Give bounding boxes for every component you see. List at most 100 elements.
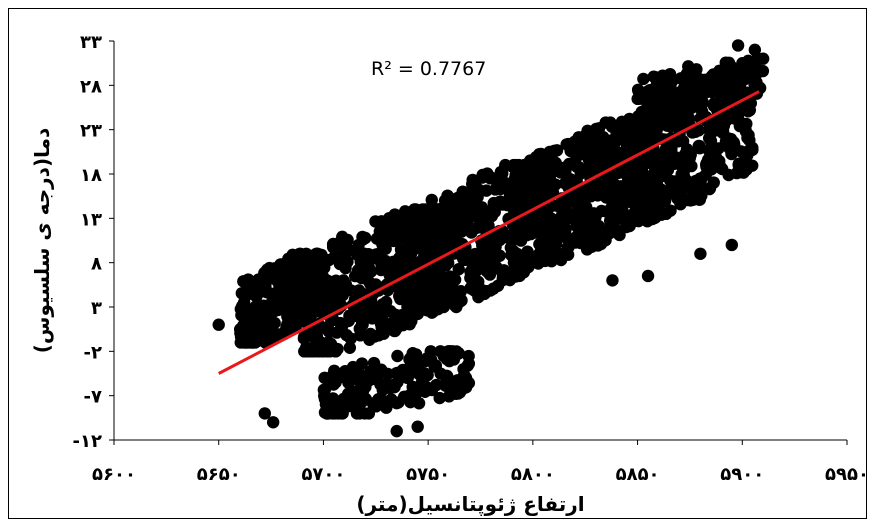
data-point <box>724 132 738 146</box>
data-point <box>694 247 707 260</box>
data-point <box>412 397 426 410</box>
data-point <box>437 294 450 308</box>
y-tick-label: ۱۳ <box>80 209 102 230</box>
data-point <box>739 125 753 138</box>
data-point <box>322 325 336 338</box>
data-point <box>462 357 476 370</box>
y-tick-label: -۲ <box>84 342 102 363</box>
data-point <box>346 360 360 374</box>
data-point <box>680 67 693 81</box>
data-point <box>239 289 253 303</box>
data-point <box>555 248 568 261</box>
x-axis-label: ارتفاع ژئوپتانسیل(متر) <box>356 492 584 517</box>
data-point <box>416 377 429 391</box>
data-point <box>282 282 296 296</box>
axes <box>113 41 847 441</box>
data-point <box>459 193 472 207</box>
x-tick-label: ۵۹۵۰ <box>825 464 865 485</box>
data-point <box>521 192 534 205</box>
data-point <box>270 298 284 312</box>
data-point <box>298 345 311 358</box>
data-point <box>474 215 487 228</box>
data-point <box>352 284 366 297</box>
data-point <box>432 203 446 216</box>
y-tick-label: ۱۸ <box>80 165 102 186</box>
data-point <box>613 228 626 242</box>
data-point <box>637 72 650 86</box>
data-point <box>464 282 478 295</box>
data-point <box>375 321 388 334</box>
data-point <box>308 341 321 354</box>
data-point <box>452 286 465 299</box>
data-point <box>574 216 587 229</box>
data-point <box>493 249 506 262</box>
data-point <box>607 218 620 231</box>
data-point <box>752 63 766 77</box>
data-point <box>445 229 459 242</box>
data-point <box>685 159 698 173</box>
data-point <box>461 219 474 232</box>
data-point <box>283 305 297 319</box>
data-point <box>574 236 587 250</box>
scatter-chart: -۱۲ -۷ -۲ ۳ ۸ ۱۳ ۱۸ ۲۳ ۲۸ ۳۳ ۵۶۰۰ ۵۶۵۰ ۵۷۰۰ ۵۷۵۰ ۵۸۰۰… <box>30 32 869 517</box>
data-point <box>447 353 461 366</box>
data-point <box>318 406 332 419</box>
data-point <box>705 85 718 99</box>
trendline <box>218 90 760 375</box>
data-point <box>411 420 424 433</box>
data-point <box>447 219 461 233</box>
data-point <box>600 191 613 204</box>
data-point <box>301 309 314 323</box>
data-point <box>475 201 488 214</box>
data-point <box>343 341 357 354</box>
data-point <box>666 153 679 166</box>
data-point <box>681 94 695 107</box>
data-point <box>424 248 437 261</box>
data-point <box>326 392 340 405</box>
data-point <box>686 82 700 95</box>
data-point <box>625 168 638 182</box>
data-point <box>570 160 584 174</box>
data-point <box>674 117 687 130</box>
data-point <box>541 215 554 229</box>
data-point <box>259 278 272 291</box>
data-point <box>432 275 446 288</box>
data-point <box>612 166 625 180</box>
data-point <box>690 63 703 76</box>
data-point <box>401 300 414 314</box>
data-point <box>543 146 556 159</box>
data-point <box>334 316 347 330</box>
data-point <box>318 371 331 385</box>
x-ticks: ۵۶۰۰ ۵۶۵۰ ۵۷۰۰ ۵۷۵۰ ۵۸۰۰ ۵۸۵۰ ۵۹۰۰ ۵۹۵۰ <box>92 440 869 485</box>
data-point <box>740 163 753 176</box>
data-point <box>722 168 735 182</box>
data-point <box>355 317 369 330</box>
data-point <box>389 225 403 238</box>
data-point <box>630 187 644 200</box>
data-point <box>554 166 567 179</box>
data-point <box>592 122 606 135</box>
data-point <box>403 310 417 324</box>
data-point <box>576 197 590 210</box>
y-tick-label: -۷ <box>84 387 102 408</box>
y-tick-label: -۱۲ <box>73 431 102 452</box>
y-tick-label: ۲۳ <box>80 121 102 142</box>
data-point <box>379 295 393 309</box>
data-point <box>617 130 630 144</box>
data-point <box>656 166 670 179</box>
data-point <box>519 161 532 174</box>
data-point <box>720 114 733 127</box>
data-point <box>530 222 544 235</box>
data-point <box>542 172 555 185</box>
data-point <box>748 43 762 57</box>
data-point <box>441 369 454 383</box>
data-point <box>641 85 654 98</box>
data-point <box>394 309 407 322</box>
x-tick-label: ۵۷۵۰ <box>406 464 450 485</box>
data-point <box>748 78 761 91</box>
data-point <box>509 203 522 217</box>
data-point <box>323 338 336 351</box>
data-point <box>703 143 716 156</box>
data-point <box>282 259 295 272</box>
data-point <box>639 123 652 136</box>
